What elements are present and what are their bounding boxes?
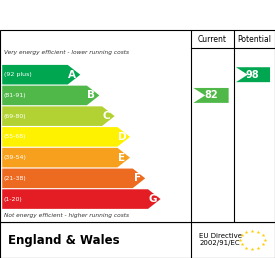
Polygon shape	[236, 67, 270, 82]
Text: E: E	[118, 153, 125, 163]
Polygon shape	[2, 86, 99, 105]
Text: 98: 98	[246, 70, 260, 80]
Text: Very energy efficient - lower running costs: Very energy efficient - lower running co…	[4, 50, 129, 55]
Text: A: A	[68, 70, 76, 80]
Text: Energy Efficiency Rating: Energy Efficiency Rating	[6, 9, 188, 22]
Text: (92 plus): (92 plus)	[4, 72, 32, 77]
Polygon shape	[193, 88, 229, 103]
Text: G: G	[148, 194, 157, 204]
Text: (21-38): (21-38)	[4, 176, 27, 181]
Text: 82: 82	[204, 90, 218, 100]
Text: (1-20): (1-20)	[4, 197, 23, 201]
Text: (81-91): (81-91)	[4, 93, 26, 98]
Polygon shape	[2, 127, 130, 147]
Polygon shape	[2, 189, 161, 209]
Text: (69-80): (69-80)	[4, 114, 26, 119]
Polygon shape	[2, 168, 145, 188]
Text: England & Wales: England & Wales	[8, 234, 120, 247]
Text: D: D	[117, 132, 126, 142]
Text: Potential: Potential	[237, 35, 271, 44]
Text: C: C	[103, 111, 110, 121]
Text: F: F	[134, 173, 141, 183]
Polygon shape	[2, 106, 115, 126]
Text: (55-68): (55-68)	[4, 134, 26, 139]
Text: EU Directive
2002/91/EC: EU Directive 2002/91/EC	[199, 233, 242, 246]
Polygon shape	[2, 148, 130, 167]
Text: Not energy efficient - higher running costs: Not energy efficient - higher running co…	[4, 213, 129, 219]
Text: Current: Current	[198, 35, 227, 44]
Text: B: B	[87, 90, 95, 100]
Text: (39-54): (39-54)	[4, 155, 27, 160]
Polygon shape	[2, 65, 80, 84]
